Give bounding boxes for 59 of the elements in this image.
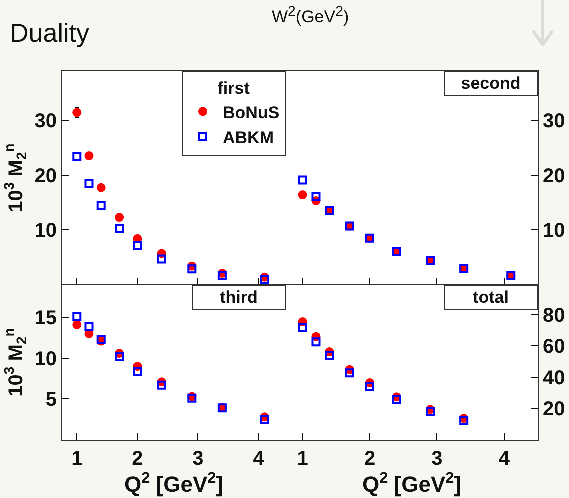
y-tick-label: 10 xyxy=(543,220,566,242)
point xyxy=(84,322,94,332)
x-tick-label: 4 xyxy=(498,448,511,470)
point xyxy=(96,201,106,210)
point xyxy=(312,338,321,347)
point xyxy=(325,351,334,360)
text: W$^{2}$(GeV$^{2}$) xyxy=(272,4,350,28)
y-tick-label: 20 xyxy=(543,398,566,421)
x-axis-title: Q$^{2}$ [GeV$^{2}$] xyxy=(124,470,224,498)
x-tick-label: 1 xyxy=(297,448,308,470)
point xyxy=(345,368,354,378)
y-tick-label: 30 xyxy=(34,110,57,132)
y-tick-label: 60 xyxy=(543,336,566,358)
point xyxy=(72,320,82,330)
point xyxy=(298,190,308,200)
x-tick-label: 4 xyxy=(253,448,266,470)
y-tick-label: 10 xyxy=(34,220,57,242)
x-tick-label: 3 xyxy=(192,448,204,470)
point xyxy=(72,312,82,322)
chart-title: second xyxy=(461,74,521,93)
y-tick-label: 80 xyxy=(543,304,566,327)
point xyxy=(260,415,270,424)
point xyxy=(115,224,124,233)
point xyxy=(84,152,94,161)
x-tick-label: 2 xyxy=(364,448,376,470)
point xyxy=(84,180,94,189)
x-tick-label: 1 xyxy=(72,448,83,470)
y-tick-label: 15 xyxy=(34,308,57,330)
point xyxy=(133,366,142,376)
legend-label: ABKM xyxy=(223,128,274,148)
chart-title: total xyxy=(473,288,509,307)
point xyxy=(298,323,308,332)
point xyxy=(96,183,106,192)
point xyxy=(312,192,321,202)
legend-title: first xyxy=(218,79,250,98)
point xyxy=(72,152,82,162)
point xyxy=(298,176,308,185)
legend-label: BoNuS xyxy=(223,103,280,122)
point xyxy=(188,264,197,274)
y-tick-label: 5 xyxy=(46,389,57,412)
y-tick-label: 40 xyxy=(543,367,566,390)
y-tick-label: 10 xyxy=(34,348,57,370)
point xyxy=(392,395,402,404)
point xyxy=(260,275,270,284)
y-tick-label: 20 xyxy=(34,165,57,188)
point xyxy=(366,382,374,392)
x-tick-label: 3 xyxy=(432,448,443,470)
chart-title: third xyxy=(220,288,258,307)
x-axis-title: Q$^{2}$ [GeV$^{2}$] xyxy=(362,470,462,498)
point xyxy=(115,352,124,362)
y-tick-label: 20 xyxy=(543,165,566,188)
point xyxy=(115,213,124,222)
point xyxy=(157,380,166,390)
x-tick-label: 2 xyxy=(132,448,144,470)
text: Duality xyxy=(10,18,90,49)
y-tick-label: 30 xyxy=(543,110,566,132)
point xyxy=(218,271,227,280)
point xyxy=(133,242,142,251)
point xyxy=(157,254,166,264)
